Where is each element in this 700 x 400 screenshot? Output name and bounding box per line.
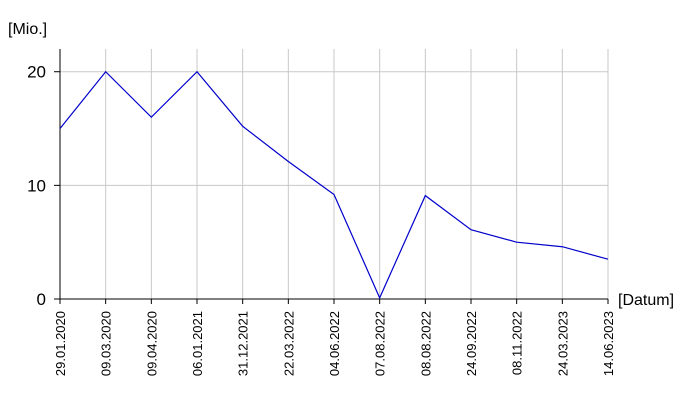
x-tick-label: 08.08.2022 — [418, 311, 433, 376]
y-tick-label: 20 — [27, 63, 46, 82]
x-tick-label: 29.01.2020 — [53, 311, 68, 376]
x-tick-label: 31.12.2021 — [236, 311, 251, 376]
x-tick-label: 24.09.2022 — [464, 311, 479, 376]
x-tick-label: 14.06.2023 — [601, 311, 616, 376]
data-line — [59, 70, 609, 300]
x-tick-label: 22.03.2022 — [281, 311, 296, 376]
x-axis-label: [Datum] — [618, 292, 674, 309]
x-tick-label: 24.03.2023 — [555, 311, 570, 376]
y-tick-label: 0 — [37, 290, 46, 309]
x-tick-label: 08.11.2022 — [510, 311, 525, 375]
x-tick-label: 09.03.2020 — [99, 311, 114, 376]
x-tick-label: 07.08.2022 — [373, 311, 388, 376]
x-tick-label: 04.06.2022 — [327, 311, 342, 376]
x-tick-label: 09.04.2020 — [144, 311, 159, 376]
x-tick-label: 06.01.2021 — [190, 311, 205, 376]
y-tick-label: 10 — [27, 176, 46, 195]
y-axis-label: [Mio.] — [8, 21, 47, 38]
